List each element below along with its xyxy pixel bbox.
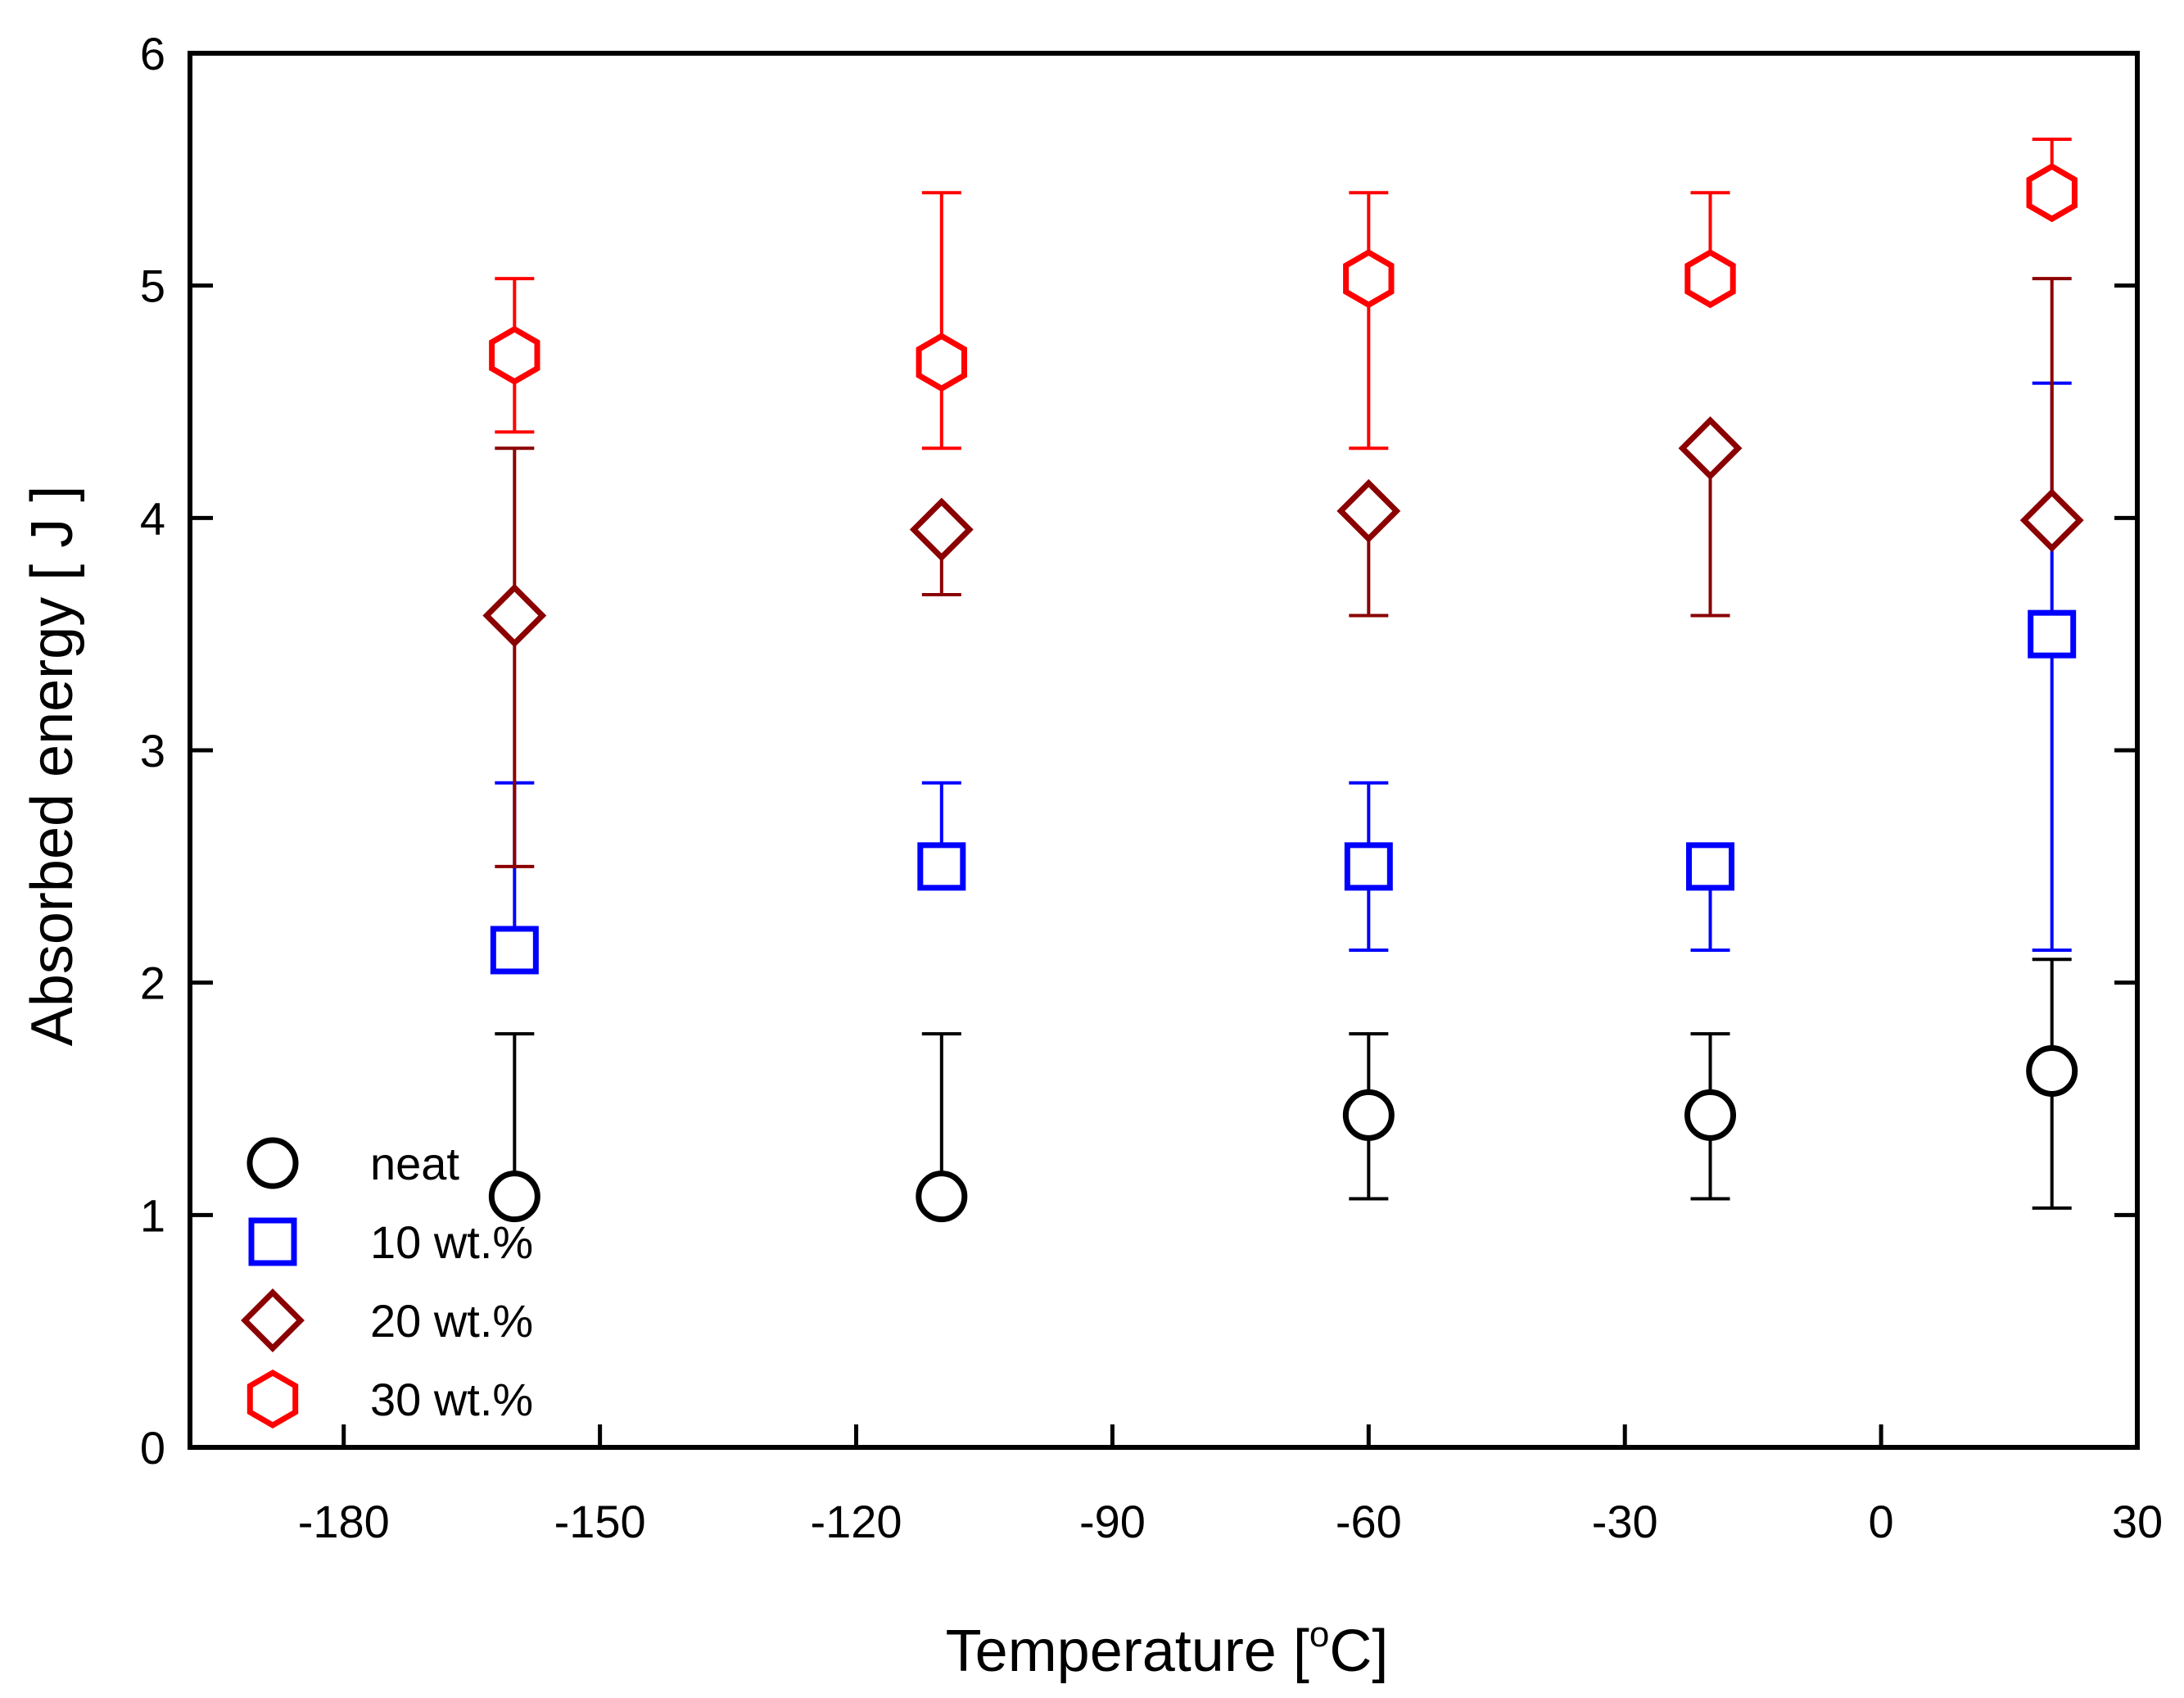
point-diamond [1678,416,1743,481]
x-tick-label: -120 [810,1496,902,1547]
point-hexagon [916,333,967,392]
point-hexagon [1343,249,1395,309]
error-bars-layer [495,137,2072,1210]
x-tick-label: -180 [298,1496,390,1547]
y-tick-label: 3 [140,725,165,777]
y-tick-label: 6 [140,28,165,79]
point-square [1344,842,1393,891]
legend-label-hexagon: 30 wt.% [370,1374,533,1425]
point-circle [1342,1089,1395,1141]
x-tick-label: -30 [1592,1496,1658,1547]
point-hexagon [489,325,540,385]
y-tick-label: 5 [140,260,165,312]
point-circle [488,1170,540,1223]
x-tick-label: -90 [1079,1496,1146,1547]
x-axis-title: Temperature [oC] [946,1614,1389,1684]
axes-layer: 0 1 2 3 4 5 6 -180 -150 -120 -90 -60 -30 0 30 [140,28,2163,1547]
x-tick-label: -150 [554,1496,646,1547]
y-axis-title: Absorbed energy [ J ] [20,486,85,1046]
x-tick-label: 0 [1869,1496,1894,1547]
x-tick-label: 30 [2112,1496,2163,1547]
point-diamond [1336,478,1401,543]
point-hexagon [2026,163,2078,223]
point-square [490,926,539,975]
point-circle [1684,1089,1737,1141]
y-tick-label: 2 [140,958,165,1009]
point-square [2028,609,2077,659]
y-tick-label: 4 [140,492,165,544]
y-tick-label: 1 [140,1189,165,1241]
legend-label-diamond: 20 wt.% [370,1295,533,1347]
x-tick-label: -60 [1336,1496,1402,1547]
legend-marker-circle [246,1137,299,1189]
legend-label-circle: neat [370,1138,459,1189]
legend-marker-hexagon [246,1369,299,1429]
legend-label-square: 10 wt.% [370,1216,533,1268]
markers-layer [482,163,2084,1223]
point-circle [916,1170,968,1223]
legend-marker-square [248,1217,297,1266]
point-circle [2026,1044,2078,1097]
point-square [1686,842,1735,891]
point-diamond [2019,488,2084,553]
legend: neat 10 wt.% 20 wt.% 30 wt.% [241,1137,533,1429]
point-diamond [482,583,547,648]
point-square [917,842,966,891]
point-diamond [909,497,974,562]
y-tick-label: 0 [140,1422,165,1474]
point-hexagon [1684,249,1736,309]
legend-marker-diamond [241,1288,305,1352]
